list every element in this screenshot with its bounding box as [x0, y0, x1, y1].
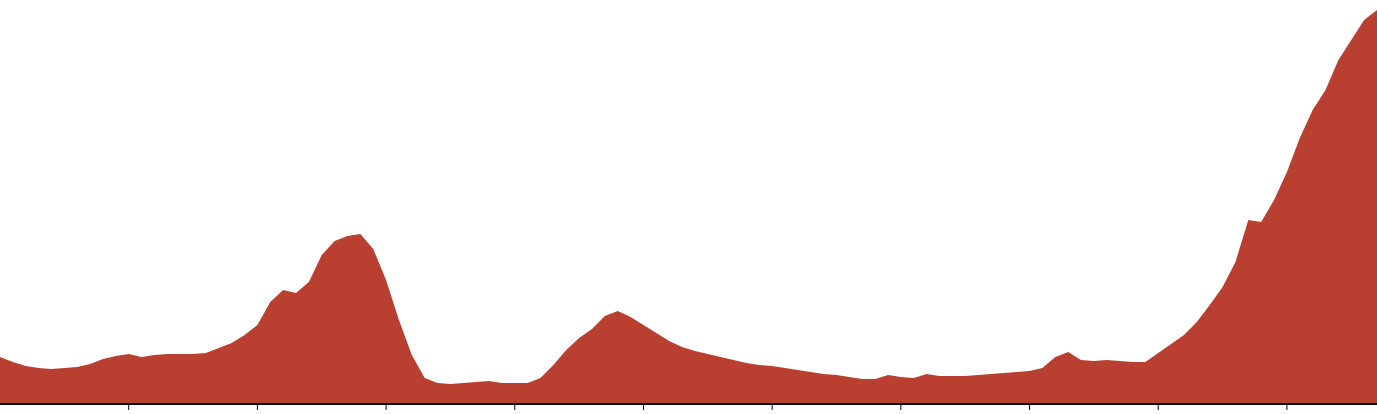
area	[0, 10, 1377, 404]
